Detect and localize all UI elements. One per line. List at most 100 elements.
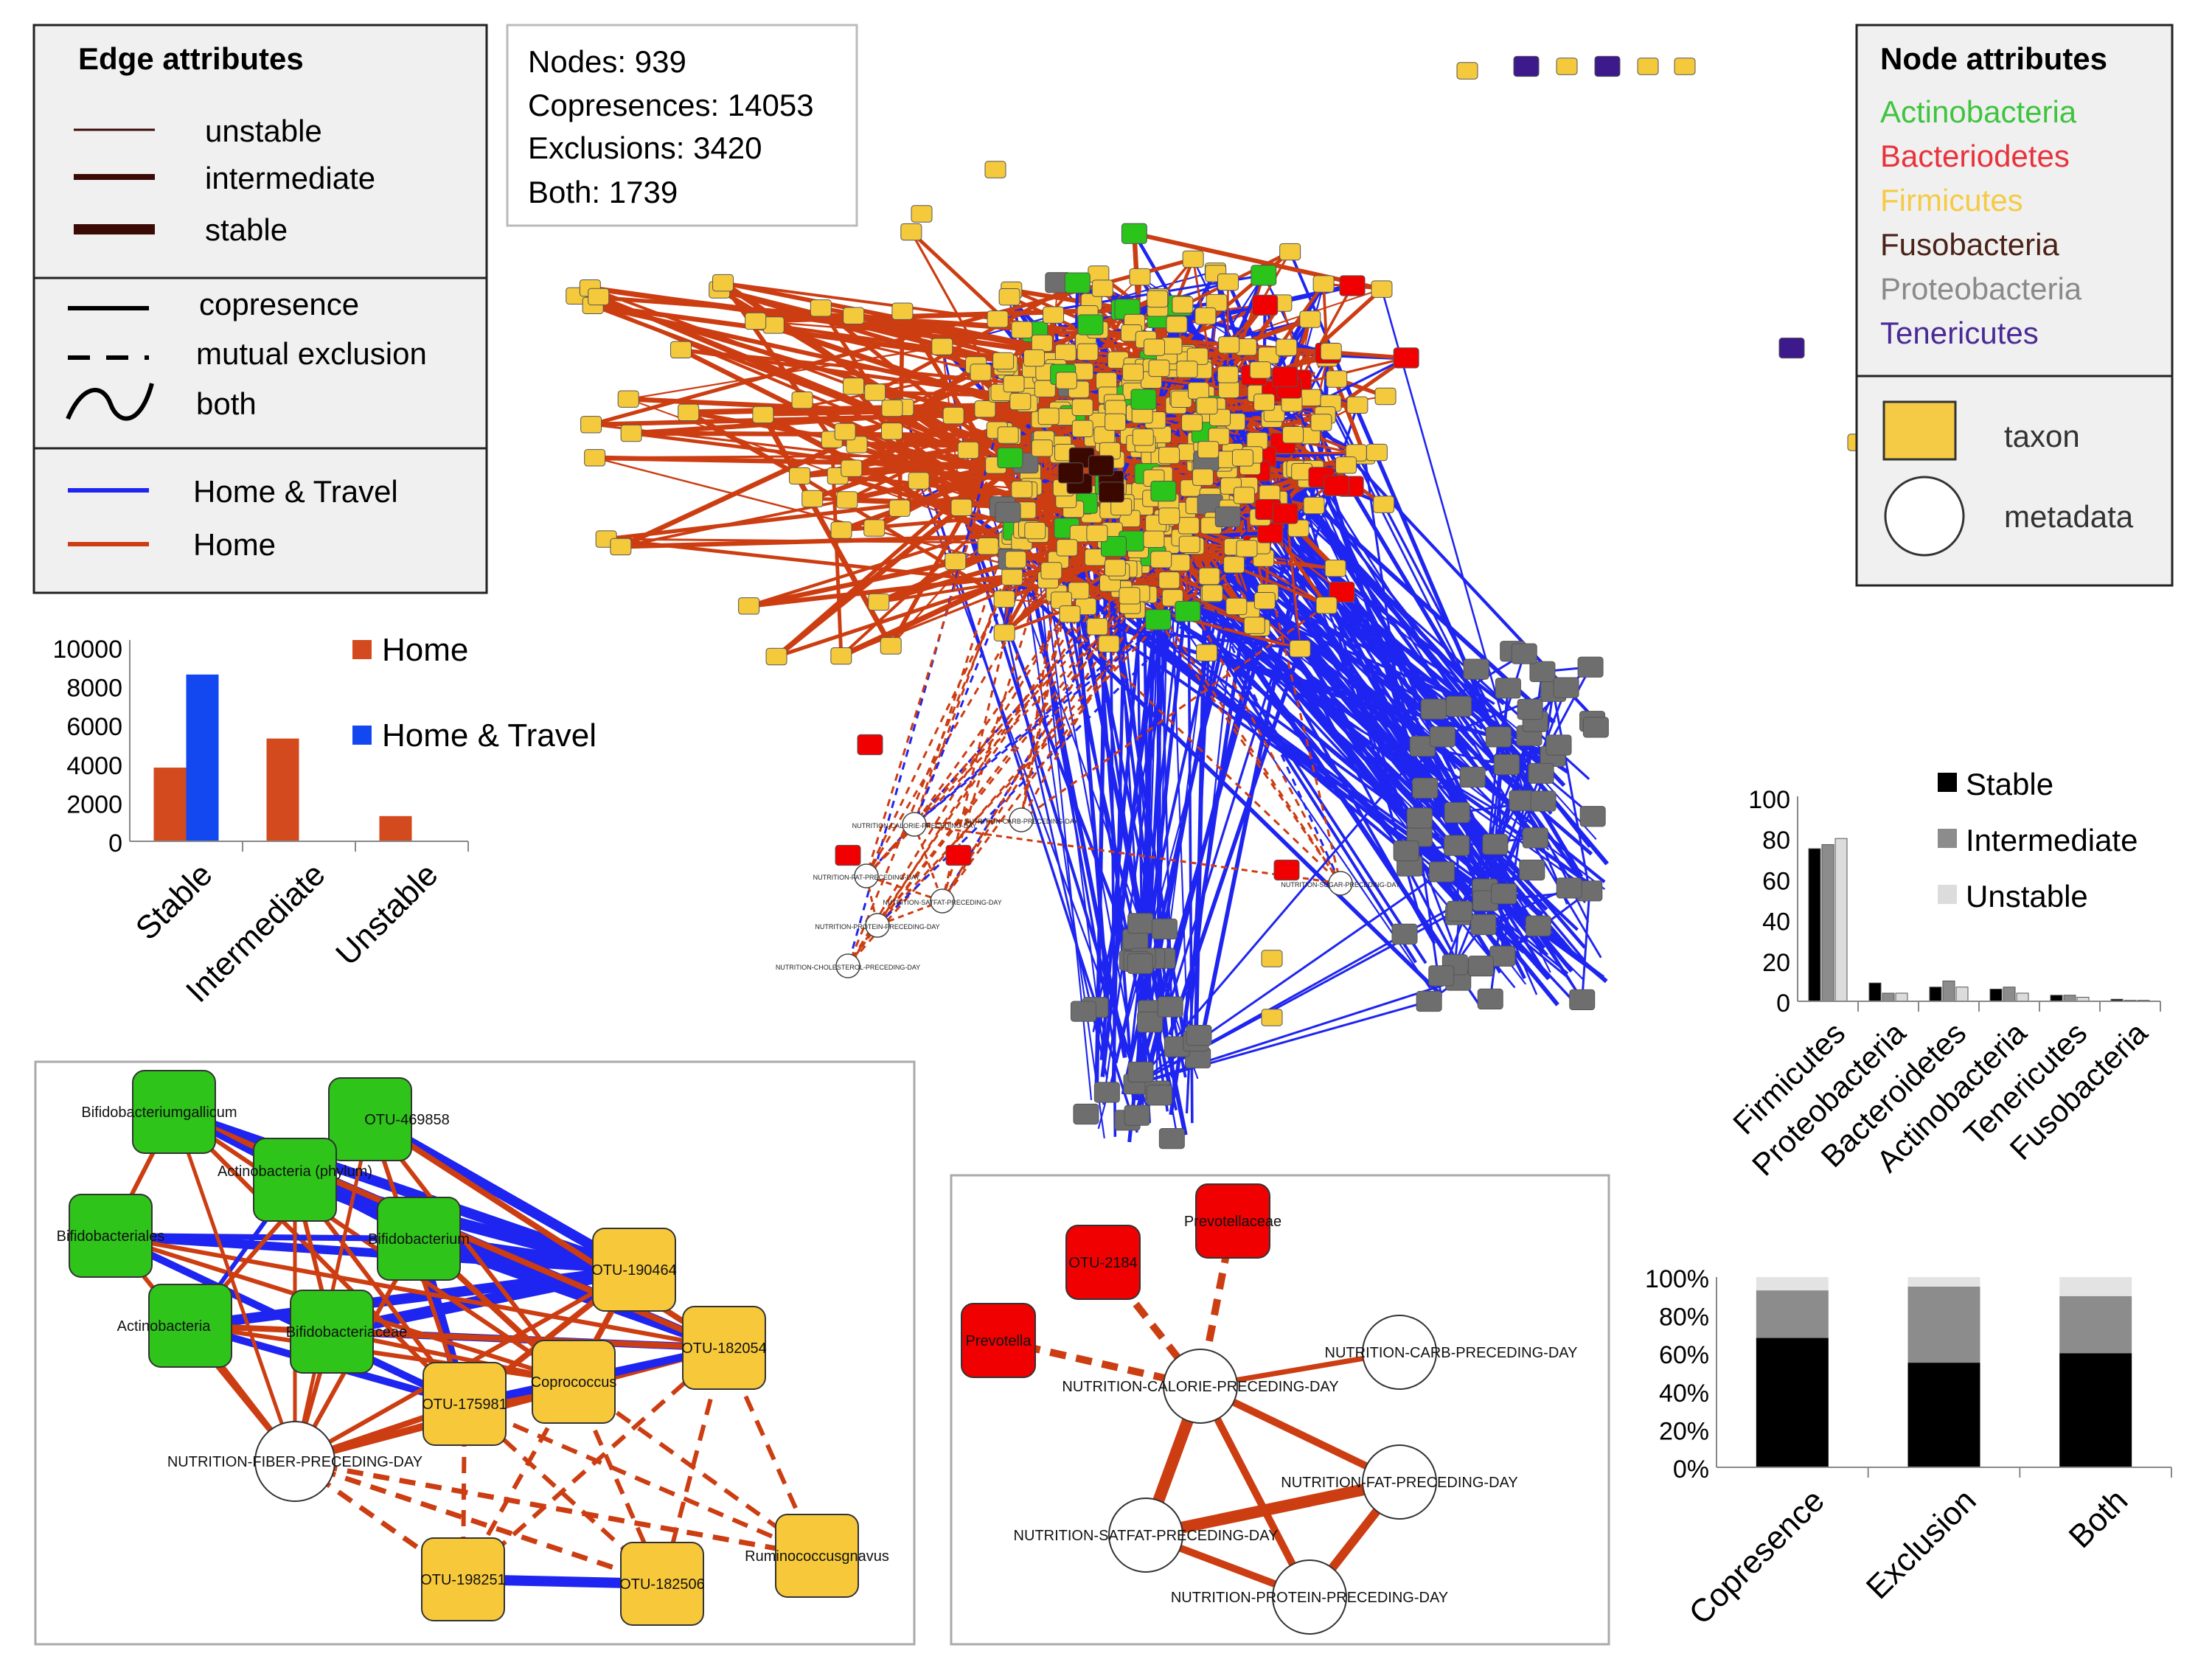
network-taxon-node (1412, 777, 1439, 799)
network-taxon-node (1009, 392, 1032, 411)
edge-type-stacked-chart: 0% 20% 40% 60% 80% 100% Copresence Exclusion Bo… (1645, 1265, 2172, 1632)
network-taxon-node (1429, 726, 1455, 748)
network-taxon-node (1158, 571, 1180, 589)
y-tick-label: 80 (1762, 827, 1790, 855)
network-taxon-node (1253, 393, 1276, 411)
bar-stable (1868, 982, 1882, 1002)
network-edge (1253, 625, 1436, 945)
network-taxon-node (801, 490, 824, 508)
network-taxon-node (1158, 1128, 1185, 1150)
network-taxon-node (1445, 695, 1472, 717)
network-taxon-node (1143, 338, 1165, 356)
network-taxon-node (1528, 762, 1554, 784)
network-taxon-node (1218, 380, 1240, 399)
network-taxon-node (580, 416, 602, 434)
network-taxon-node (1218, 336, 1240, 354)
bar-intermediate (1882, 992, 1895, 1002)
network-edge (865, 428, 1084, 877)
metadata-circle-icon (1884, 476, 1965, 557)
network-taxon-node (1127, 913, 1154, 934)
network-edge (628, 345, 942, 400)
network-taxon-node (1279, 243, 1301, 261)
network-metadata-node (1009, 807, 1034, 832)
network-taxon-node (911, 205, 933, 223)
network-metadata-nodes: NUTRITION-CALORIE-PRECEDING-DAYNUTRITION… (776, 807, 1400, 978)
inset-taxon-node (69, 1194, 153, 1278)
network-edge (1483, 887, 1570, 926)
stability-label: unstable (205, 114, 322, 148)
y-tick-label: 100% (1645, 1265, 1709, 1293)
stats-copresences: Copresences: 14053 (528, 88, 814, 122)
network-taxon-node (1320, 343, 1342, 361)
inset-taxon-node (775, 1514, 859, 1598)
network-edge (819, 307, 877, 394)
network-metadata-node (854, 863, 879, 888)
stats-box: Nodes: 939 Copresences: 14053 Exclusions… (506, 24, 858, 227)
inset-taxon-node (148, 1284, 232, 1368)
network-taxon-node (1151, 918, 1178, 939)
network-taxon-node (1056, 539, 1078, 557)
network-taxon-node (1253, 591, 1276, 610)
inset-taxon-node (290, 1290, 374, 1374)
legend-unstable-swatch (1938, 885, 1957, 904)
network-taxon-node (864, 383, 886, 401)
inset-node-label: OTU-198251 (420, 1572, 506, 1588)
network-taxon-node (868, 593, 890, 611)
inset-taxon-node (132, 1070, 216, 1154)
network-metadata-node (835, 953, 860, 978)
network-metadata-label: NUTRITION-SATFAT-PRECEDING-DAY (883, 899, 1002, 906)
phylum-firmicutes-label: Firmicutes (1880, 183, 2023, 218)
network-edge (1456, 812, 1583, 1001)
inset-node-label: NUTRITION-PROTEIN-PRECEDING-DAY (1171, 1590, 1448, 1606)
network-taxon-node (1176, 361, 1198, 378)
network-taxon-node (1098, 481, 1124, 503)
network-taxon-node (1124, 1105, 1150, 1126)
inset-node-label: NUTRITION-CARB-PRECEDING-DAY (1325, 1345, 1578, 1361)
network-taxon-node (1070, 1001, 1096, 1022)
inset-edge (1197, 1384, 1313, 1599)
network-taxon-node (830, 647, 852, 665)
network-taxon-node (1525, 915, 1551, 936)
y-tick-label: 60 (1762, 867, 1790, 895)
network-taxon-node (957, 441, 979, 459)
network-edge (620, 533, 1013, 549)
network-taxon-node (1217, 366, 1239, 383)
bar-stable (2059, 1353, 2132, 1467)
y-tick-label: 2000 (66, 790, 122, 818)
y-tick-label: 0 (108, 830, 122, 858)
legend-intermediate-swatch (1938, 829, 1957, 848)
network-taxon-node (1011, 321, 1033, 338)
bar-intermediate (2003, 987, 2016, 1002)
inset-edge (189, 1324, 574, 1384)
network-edge (1457, 721, 1537, 916)
y-tick-label: 40% (1659, 1380, 1709, 1408)
inset-taxon-node (1195, 1183, 1270, 1259)
inset-edge (110, 1231, 635, 1274)
inset-edge (110, 1234, 725, 1350)
bar-stable (1989, 988, 2003, 1002)
network-taxon-node (1231, 449, 1253, 467)
network-taxon-node (945, 552, 967, 570)
inset-node-label: Actinobacteria (117, 1318, 212, 1335)
legend-unstable-label: Unstable (1966, 879, 2088, 914)
network-taxon-node (752, 406, 774, 424)
inset-node-label: NUTRITION-FIBER-PRECEDING-DAY (167, 1454, 422, 1470)
inset-edge (417, 1234, 726, 1352)
network-edge (1325, 605, 1454, 942)
network-taxon-node (857, 734, 883, 756)
network-taxon-node (1594, 55, 1621, 77)
network-edge (687, 410, 801, 479)
network-edge (606, 538, 1190, 546)
network-metadata-label: NUTRITION-CARB-PRECEDING-DAY (964, 818, 1078, 825)
network-taxon-node (1166, 316, 1188, 333)
network-taxon-node (1444, 801, 1470, 824)
inset-node-label: NUTRITION-CALORIE-PRECEDING-DAY (1062, 1379, 1338, 1395)
inset-edge (463, 1402, 818, 1558)
network-taxon-node (1485, 726, 1512, 748)
network-taxon-node (977, 538, 999, 555)
y-tick-label: 4000 (66, 752, 122, 780)
network-taxon-node (1137, 1012, 1164, 1033)
network-metadata-label: NUTRITION-CALORIE-PRECEDING-DAY (852, 822, 977, 830)
